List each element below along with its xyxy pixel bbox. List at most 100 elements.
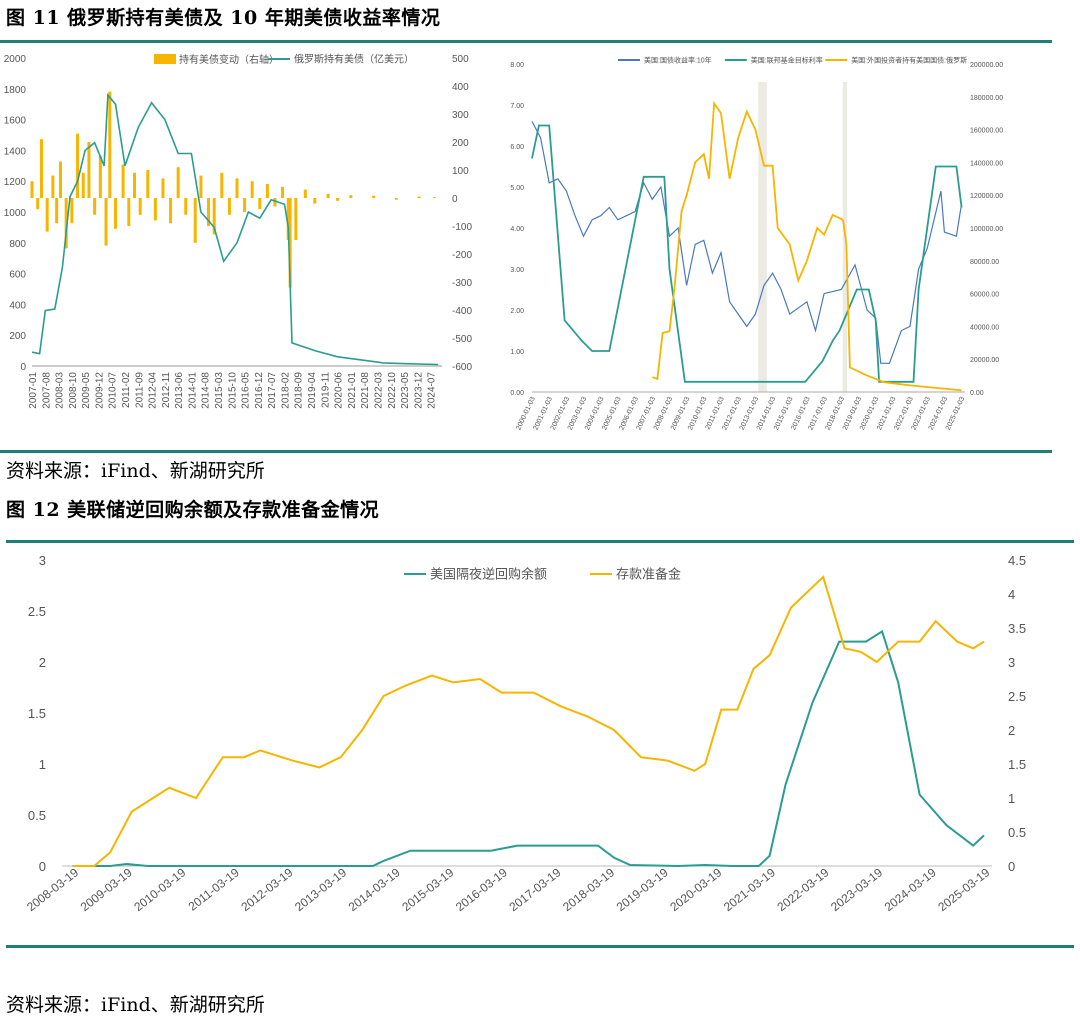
chart1-bar bbox=[138, 198, 142, 215]
chart1-x-tick: 2016-05 bbox=[241, 372, 252, 409]
chart3-y-right-tick: 1.5 bbox=[1008, 757, 1026, 772]
chart1-y-right-tick: -500 bbox=[452, 334, 472, 345]
chart1-y-left-tick: 400 bbox=[9, 300, 26, 311]
figure-11-title: 图 11 俄罗斯持有美债及 10 年期美债收益率情况 bbox=[6, 7, 441, 29]
chart1-y-left-tick: 600 bbox=[9, 270, 26, 281]
chart-yield-fed-rate: 0.00 1.00 2.00 3.00 4.00 5.00 6.00 7.00 8.00 0.00… bbox=[510, 55, 1003, 431]
chart1-x-tick: 2013-06 bbox=[174, 372, 185, 409]
chart1-bar bbox=[146, 170, 150, 198]
chart3-y-right-tick: 2.5 bbox=[1008, 689, 1026, 704]
chart1-bar bbox=[127, 198, 131, 226]
chart1-bar bbox=[70, 198, 74, 224]
chart1-x-tick: 2008-10 bbox=[68, 372, 79, 409]
chart1-x-tick: 2019-04 bbox=[307, 372, 318, 409]
chart1-x-tick: 2017-07 bbox=[267, 372, 278, 409]
chart1-x-tick: 2022-03 bbox=[373, 372, 384, 409]
chart1-x-tick: 2021-08 bbox=[360, 372, 371, 409]
chart1-x-tick: 2022-10 bbox=[387, 372, 398, 409]
chart1-x-tick: 2010-07 bbox=[108, 372, 119, 409]
chart3-legend-reverse-repo-label: 美国隔夜逆回购余额 bbox=[430, 567, 547, 582]
chart1-y-right-tick: 500 bbox=[452, 54, 469, 65]
chart3-y-right-tick: 1 bbox=[1008, 791, 1015, 806]
chart3-x-tick: 2011-03-19 bbox=[186, 865, 243, 913]
chart2-y-right-tick: 200000.00 bbox=[970, 62, 1003, 69]
chart1-x-tick: 2011-02 bbox=[121, 372, 132, 408]
figure-11-source: 资料来源：iFind、新湖研究所 bbox=[6, 460, 265, 482]
chart1-bar bbox=[114, 198, 118, 229]
chart1-bar bbox=[55, 198, 59, 224]
chart3-x-tick: 2021-03-19 bbox=[721, 865, 778, 914]
chart2-line-russia-holdings bbox=[652, 100, 962, 392]
chart1-x-tick: 2018-09 bbox=[294, 372, 305, 409]
chart1-bar bbox=[372, 195, 376, 198]
chart2-y-left-tick: 8.00 bbox=[510, 62, 524, 69]
chart1-x-tick: 2019-11 bbox=[320, 372, 331, 408]
figure-11-bottom-rule bbox=[0, 450, 1052, 453]
chart1-x-tick: 2015-10 bbox=[227, 372, 238, 409]
chart3-x-tick: 2012-03-19 bbox=[239, 865, 296, 914]
chart2-y-right-tick: 0.00 bbox=[970, 390, 984, 397]
chart3-x-tick: 2019-03-19 bbox=[614, 865, 671, 914]
chart1-bar bbox=[98, 156, 102, 198]
chart1-x-tick: 2009-05 bbox=[81, 372, 92, 409]
chart1-bar bbox=[207, 198, 211, 226]
chart1-bar bbox=[432, 197, 436, 199]
chart1-x-tick: 2007-01 bbox=[28, 372, 39, 409]
chart1-y-left-tick: 1400 bbox=[4, 146, 27, 157]
chart1-bar bbox=[121, 164, 125, 198]
chart3-y-right-tick: 0.5 bbox=[1008, 825, 1026, 840]
figure-12-top-rule bbox=[6, 540, 1074, 543]
chart3-y-right-tick: 3.5 bbox=[1008, 621, 1026, 636]
chart1-x-tick: 2014-01 bbox=[187, 372, 198, 409]
chart2-y-left-tick: 5.00 bbox=[510, 185, 524, 192]
chart1-y-right-tick: 200 bbox=[452, 138, 469, 149]
chart1-bar bbox=[64, 198, 68, 249]
chart1-bar bbox=[76, 133, 80, 198]
chart2-y-left-tick: 4.00 bbox=[510, 226, 524, 233]
chart1-x-tick: 2020-06 bbox=[334, 372, 345, 409]
chart2-y-right-tick: 100000.00 bbox=[970, 226, 1003, 233]
chart1-bar bbox=[336, 198, 340, 201]
figure-12-source: 资料来源：iFind、新湖研究所 bbox=[6, 994, 265, 1016]
chart1-legend-line-label: 俄罗斯持有美债（亿美元） bbox=[294, 53, 414, 66]
chart1-x-tick: 2014-08 bbox=[201, 372, 212, 409]
chart3-y-left-tick: 2 bbox=[39, 655, 46, 670]
chart1-bar bbox=[199, 175, 203, 198]
chart1-x-tick: 2018-02 bbox=[280, 372, 291, 409]
chart2-y-right-tick: 180000.00 bbox=[970, 95, 1003, 102]
chart1-y-left-tick: 2000 bbox=[4, 54, 27, 65]
chart1-bar bbox=[243, 198, 247, 212]
chart2-line-10y-yield bbox=[531, 121, 963, 364]
chart1-y-right-tick: -100 bbox=[452, 222, 472, 233]
chart1-bar bbox=[212, 198, 216, 235]
chart3-x-tick: 2025-03-19 bbox=[935, 865, 992, 914]
chart2-legend-1-label: 美国:联邦基金目标利率 bbox=[751, 55, 823, 64]
chart2-y-right-tick: 20000.00 bbox=[970, 357, 999, 364]
chart3-x-tick: 2024-03-19 bbox=[882, 865, 939, 914]
chart1-y-left-tick: 1000 bbox=[4, 208, 27, 219]
chart1-x-tick: 2023-05 bbox=[400, 372, 411, 409]
chart1-bar bbox=[176, 167, 180, 198]
chart1-bar bbox=[286, 198, 290, 240]
chart3-x-tick: 2022-03-19 bbox=[775, 865, 832, 914]
chart2-y-left-tick: 7.00 bbox=[510, 103, 524, 110]
chart1-y-left-tick: 800 bbox=[9, 239, 26, 250]
chart1-bar bbox=[220, 172, 224, 198]
chart2-y-right-tick: 40000.00 bbox=[970, 324, 999, 331]
chart3-x-tick: 2016-03-19 bbox=[453, 865, 510, 914]
chart3-y-left-tick: 1.5 bbox=[28, 706, 46, 721]
chart3-y-left-tick: 1 bbox=[39, 757, 46, 772]
chart1-line-russia-holdings bbox=[31, 92, 439, 366]
chart-reverse-repo-reserves: 0 0.5 1 1.5 2 2.5 3 0 0.5 1 1.5 2 2.5 3 3.5 4 4.5 2008-03… bbox=[24, 553, 1026, 914]
chart1-y-right-tick: -300 bbox=[452, 278, 472, 289]
chart1-legend-bar-swatch bbox=[154, 54, 176, 64]
chart1-bar bbox=[161, 178, 165, 198]
chart1-bar bbox=[394, 198, 398, 200]
chart3-y-right-tick: 3 bbox=[1008, 655, 1015, 670]
chart3-y-right-tick: 4 bbox=[1008, 587, 1015, 602]
chart1-y-right-tick: -600 bbox=[452, 362, 472, 373]
chart1-bar bbox=[193, 198, 197, 243]
chart1-bar bbox=[58, 161, 62, 198]
chart3-legend-reserves-label: 存款准备金 bbox=[616, 567, 681, 582]
chart1-y-left-tick: 1600 bbox=[4, 116, 27, 127]
